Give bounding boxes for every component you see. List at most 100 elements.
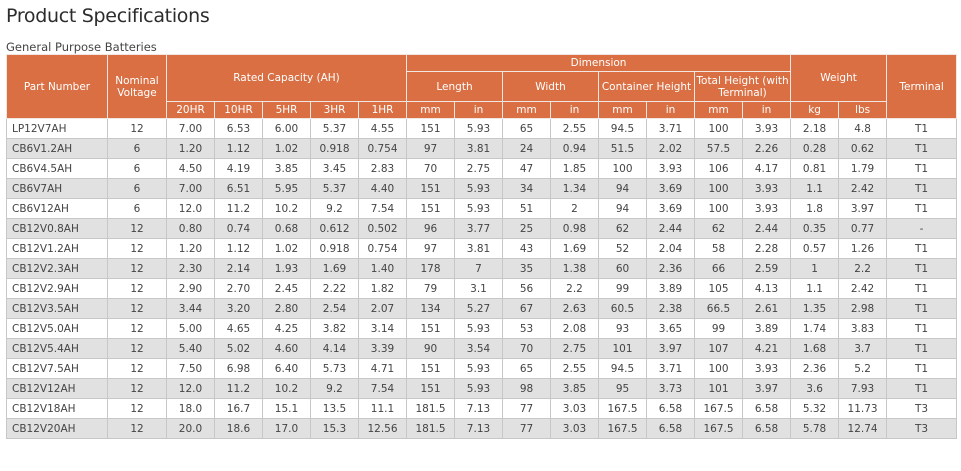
header-unit: mm (406, 101, 455, 119)
table-cell: 1.1 (790, 178, 840, 199)
table-cell: 70 (502, 338, 551, 359)
table-cell: 6.58 (741, 418, 792, 439)
table-cell: 24 (502, 138, 551, 159)
table-cell: 3.89 (646, 278, 695, 299)
part-number-cell: CB12V18AH (6, 398, 108, 419)
table-cell: 12 (107, 278, 167, 299)
table-cell: 12 (107, 258, 167, 279)
table-row: CB12V12AH 12 12.0 11.2 10.2 9.2 7.54 151 5.93 98 3… (6, 378, 958, 399)
table-cell: 77 (502, 418, 551, 439)
table-cell: 4.60 (262, 338, 311, 359)
table-cell: 3.71 (646, 118, 695, 139)
table-cell: 2.70 (214, 278, 263, 299)
table-cell: 100 (694, 118, 743, 139)
table-cell: T1 (886, 338, 958, 359)
table-cell: 3.69 (646, 198, 695, 219)
header-dimension: Dimension (405, 54, 792, 72)
table-cell: 15.1 (262, 398, 311, 419)
table-row: CB6V1.2AH 6 1.20 1.12 1.02 0.918 0.754 97 3.81 24… (6, 138, 958, 159)
table-cell: 1.38 (550, 258, 599, 279)
table-cell: T1 (886, 118, 958, 139)
table-cell: T1 (886, 158, 958, 179)
table-cell: 5.02 (214, 338, 263, 359)
header-unit: mm (598, 101, 647, 119)
table-cell: 97 (406, 238, 455, 259)
table-row: CB12V18AH 12 18.0 16.7 15.1 13.5 11.1 181.5 7.13… (6, 398, 958, 419)
table-cell: 70 (406, 158, 455, 179)
table-cell: 0.28 (790, 138, 840, 159)
table-cell: 3.97 (838, 198, 888, 219)
table-cell: 100 (694, 198, 743, 219)
table-cell: 151 (406, 118, 455, 139)
table-cell: 12 (107, 118, 167, 139)
table-cell: 97 (406, 138, 455, 159)
table-cell: 0.62 (838, 138, 888, 159)
table-cell: 2.55 (550, 118, 599, 139)
table-row: LP12V7AH 12 7.00 6.53 6.00 5.37 4.55 151 5.93 65 2… (6, 118, 958, 139)
table-cell: 6.00 (262, 118, 311, 139)
header-rated-capacity: Rated Capacity (AH) (166, 54, 407, 102)
table-cell: 10.2 (262, 378, 311, 399)
table-cell: 66.5 (694, 298, 743, 319)
table-cell: 6.58 (646, 418, 695, 439)
table-cell: 1.69 (550, 238, 599, 259)
header-width: Width (502, 71, 599, 102)
table-cell: - (886, 218, 958, 239)
table-row: CB12V5.4AH 12 5.40 5.02 4.60 4.14 3.39 90 3.54 70… (6, 338, 958, 359)
header-rate: 3HR (310, 101, 359, 119)
table-cell: 79 (406, 278, 455, 299)
table-cell: 65 (502, 118, 551, 139)
table-cell: 0.77 (838, 218, 888, 239)
page-subtitle: General Purpose Batteries (6, 40, 157, 54)
table-cell: 1.93 (262, 258, 311, 279)
table-cell: 0.68 (262, 218, 311, 239)
table-cell: 100 (694, 178, 743, 199)
table-cell: 107 (694, 338, 743, 359)
table-cell: 6.98 (214, 358, 263, 379)
table-cell: 151 (406, 178, 455, 199)
table-cell: 43 (502, 238, 551, 259)
table-cell: 11.73 (838, 398, 888, 419)
table-cell: 98 (502, 378, 551, 399)
table-cell: 6.40 (262, 358, 311, 379)
table-cell: 2.04 (646, 238, 695, 259)
table-cell: T1 (886, 358, 958, 379)
table-cell: 11.2 (214, 198, 263, 219)
table-cell: 2.54 (310, 298, 359, 319)
table-cell: 167.5 (598, 418, 647, 439)
table-cell: 1.1 (790, 278, 840, 299)
table-cell: 2.08 (550, 318, 599, 339)
table-cell: 20.0 (166, 418, 215, 439)
table-cell: T3 (886, 418, 958, 439)
table-cell: 2.26 (741, 138, 792, 159)
table-cell: 5.73 (310, 358, 359, 379)
table-cell: 2.75 (454, 158, 503, 179)
header-part-number: Part Number (6, 54, 108, 119)
table-cell: 0.754 (358, 138, 407, 159)
table-cell: 1.20 (166, 238, 215, 259)
table-cell: 12 (107, 398, 167, 419)
table-cell: 3.20 (214, 298, 263, 319)
table-cell: 2.44 (646, 218, 695, 239)
table-cell: 0.74 (214, 218, 263, 239)
table-cell: 4.13 (741, 278, 792, 299)
table-cell: 0.94 (550, 138, 599, 159)
header-container-height: Container Height (598, 71, 695, 102)
table-cell: 4.8 (838, 118, 888, 139)
table-cell: 3.14 (358, 318, 407, 339)
table-cell: 5.2 (838, 358, 888, 379)
table-cell: 0.35 (790, 218, 840, 239)
table-row: CB12V2.9AH 12 2.90 2.70 2.45 2.22 1.82 79 3.1 56 2… (6, 278, 958, 299)
table-cell: 1.69 (310, 258, 359, 279)
table-cell: 2.2 (550, 278, 599, 299)
table-cell: 7.00 (166, 178, 215, 199)
table-cell: 151 (406, 198, 455, 219)
table-cell: 93 (598, 318, 647, 339)
table-cell: 181.5 (406, 398, 455, 419)
table-cell: 1.02 (262, 238, 311, 259)
table-cell: T1 (886, 258, 958, 279)
table-cell: 100 (694, 358, 743, 379)
header-unit: in (454, 101, 503, 119)
header-unit: lbs (838, 101, 888, 119)
table-cell: 12.0 (166, 378, 215, 399)
